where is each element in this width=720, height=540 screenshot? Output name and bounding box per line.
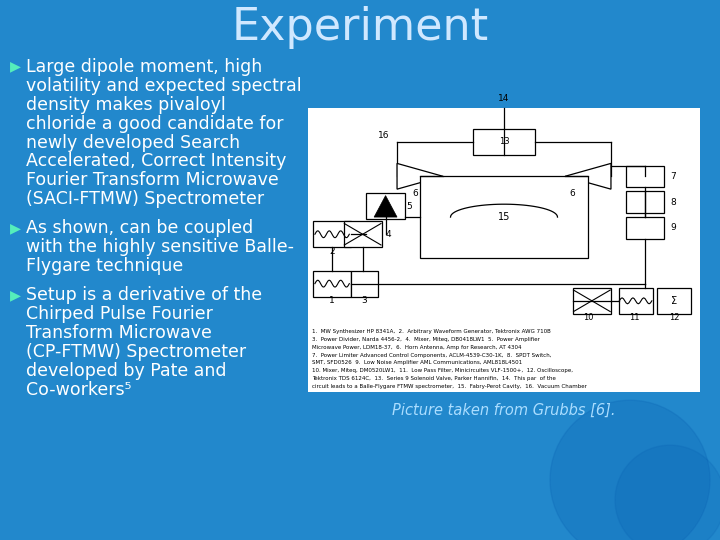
Bar [366,193,405,219]
Text: with the highly sensitive Balle-: with the highly sensitive Balle- [26,238,294,256]
Text: Transform Microwave: Transform Microwave [26,325,212,342]
Text: 6: 6 [413,189,418,198]
Text: Σ: Σ [671,296,677,306]
Text: 10. Mixer, Miteq, DM0520LW1,  11.  Low Pass Filter, Minicircuites VLF-1500+,  12: 10. Mixer, Miteq, DM0520LW1, 11. Low Pas… [312,368,573,373]
Text: 14: 14 [498,94,510,103]
Text: developed by Pate and: developed by Pate and [26,362,227,380]
Text: 10: 10 [582,314,593,322]
Text: 15: 15 [498,212,510,222]
Circle shape [615,445,720,540]
Text: Co-workers⁵: Co-workers⁵ [26,381,132,399]
Polygon shape [397,164,443,189]
Text: density makes pivaloyl: density makes pivaloyl [26,96,226,113]
Text: 7.  Power Limiter Advanced Control Components, ACLM-4539-C30-1K,  8.  SPDT Switc: 7. Power Limiter Advanced Control Compon… [312,353,552,357]
Bar [343,221,382,247]
Bar [351,271,378,296]
Text: (SACI-FTMW) Spectrometer: (SACI-FTMW) Spectrometer [26,191,264,208]
Text: ▶: ▶ [10,59,21,73]
Text: Fourier Transform Microwave: Fourier Transform Microwave [26,172,279,190]
Bar [626,166,665,187]
Text: 3: 3 [361,296,367,305]
Text: 1.  MW Synthesizer HP 8341A,  2.  Arbitrary Waveform Generator, Tektronix AWG 71: 1. MW Synthesizer HP 8341A, 2. Arbitrary… [312,329,551,334]
Text: ▶: ▶ [10,288,21,302]
Text: (CP-FTMW) Spectrometer: (CP-FTMW) Spectrometer [26,343,246,361]
Bar [626,191,665,213]
Text: Accelerated, Correct Intensity: Accelerated, Correct Intensity [26,152,287,171]
Text: 5: 5 [407,202,413,211]
Text: 8: 8 [670,198,676,206]
Text: Large dipole moment, high: Large dipole moment, high [26,58,262,76]
Text: Experiment: Experiment [231,6,489,49]
Text: 16: 16 [378,131,390,140]
Bar [308,107,700,392]
Text: Microwave Power, LDM18-37,  6.  Horn Antenna, Amp for Research, AT 4304: Microwave Power, LDM18-37, 6. Horn Anten… [312,345,521,350]
Text: 6: 6 [569,189,575,198]
Text: chloride a good candidate for: chloride a good candidate for [26,114,284,132]
Text: 13: 13 [499,137,509,146]
Text: 4: 4 [386,230,391,239]
Text: 11: 11 [629,314,639,322]
Polygon shape [565,164,611,189]
Text: 2: 2 [329,247,335,256]
Text: Setup is a derivative of the: Setup is a derivative of the [26,286,262,305]
Bar [657,288,691,314]
Bar [313,221,351,247]
Bar [626,217,665,239]
Text: Chirped Pulse Fourier: Chirped Pulse Fourier [26,305,213,323]
Bar [573,288,611,314]
Bar [618,288,653,314]
Text: Picture taken from Grubbs [6].: Picture taken from Grubbs [6]. [392,403,616,417]
Text: As shown, can be coupled: As shown, can be coupled [26,219,253,238]
Text: SMT, SFD0526  9.  Low Noise Amplifier AML Communications, AML818L4501: SMT, SFD0526 9. Low Noise Amplifier AML … [312,360,522,366]
Text: Flygare technique: Flygare technique [26,258,184,275]
Text: 1: 1 [329,296,335,305]
Polygon shape [374,195,397,217]
Text: volatility and expected spectral: volatility and expected spectral [26,77,302,94]
Text: 7: 7 [670,172,676,181]
Text: newly developed Search: newly developed Search [26,133,240,152]
Bar [313,271,351,296]
Bar [474,129,534,155]
Text: Tektronix TDS 6124C,  13.  Series 9 Solenoid Valve, Parker Hannifin,  14.  This : Tektronix TDS 6124C, 13. Series 9 Soleno… [312,376,556,381]
Text: 12: 12 [669,314,679,322]
Text: 9: 9 [670,224,676,232]
Text: ▶: ▶ [10,221,21,235]
Text: 3.  Power Divider, Narda 4456-2,  4.  Mixer, Miteq, DB0418LW1  5.  Power Amplifi: 3. Power Divider, Narda 4456-2, 4. Mixer… [312,337,540,342]
Text: circuit leads to a Balle-Flygare FTMW spectrometer,  15.  Fabry-Perot Cavity,  1: circuit leads to a Balle-Flygare FTMW sp… [312,384,587,389]
Bar [420,176,588,258]
Circle shape [550,400,710,540]
